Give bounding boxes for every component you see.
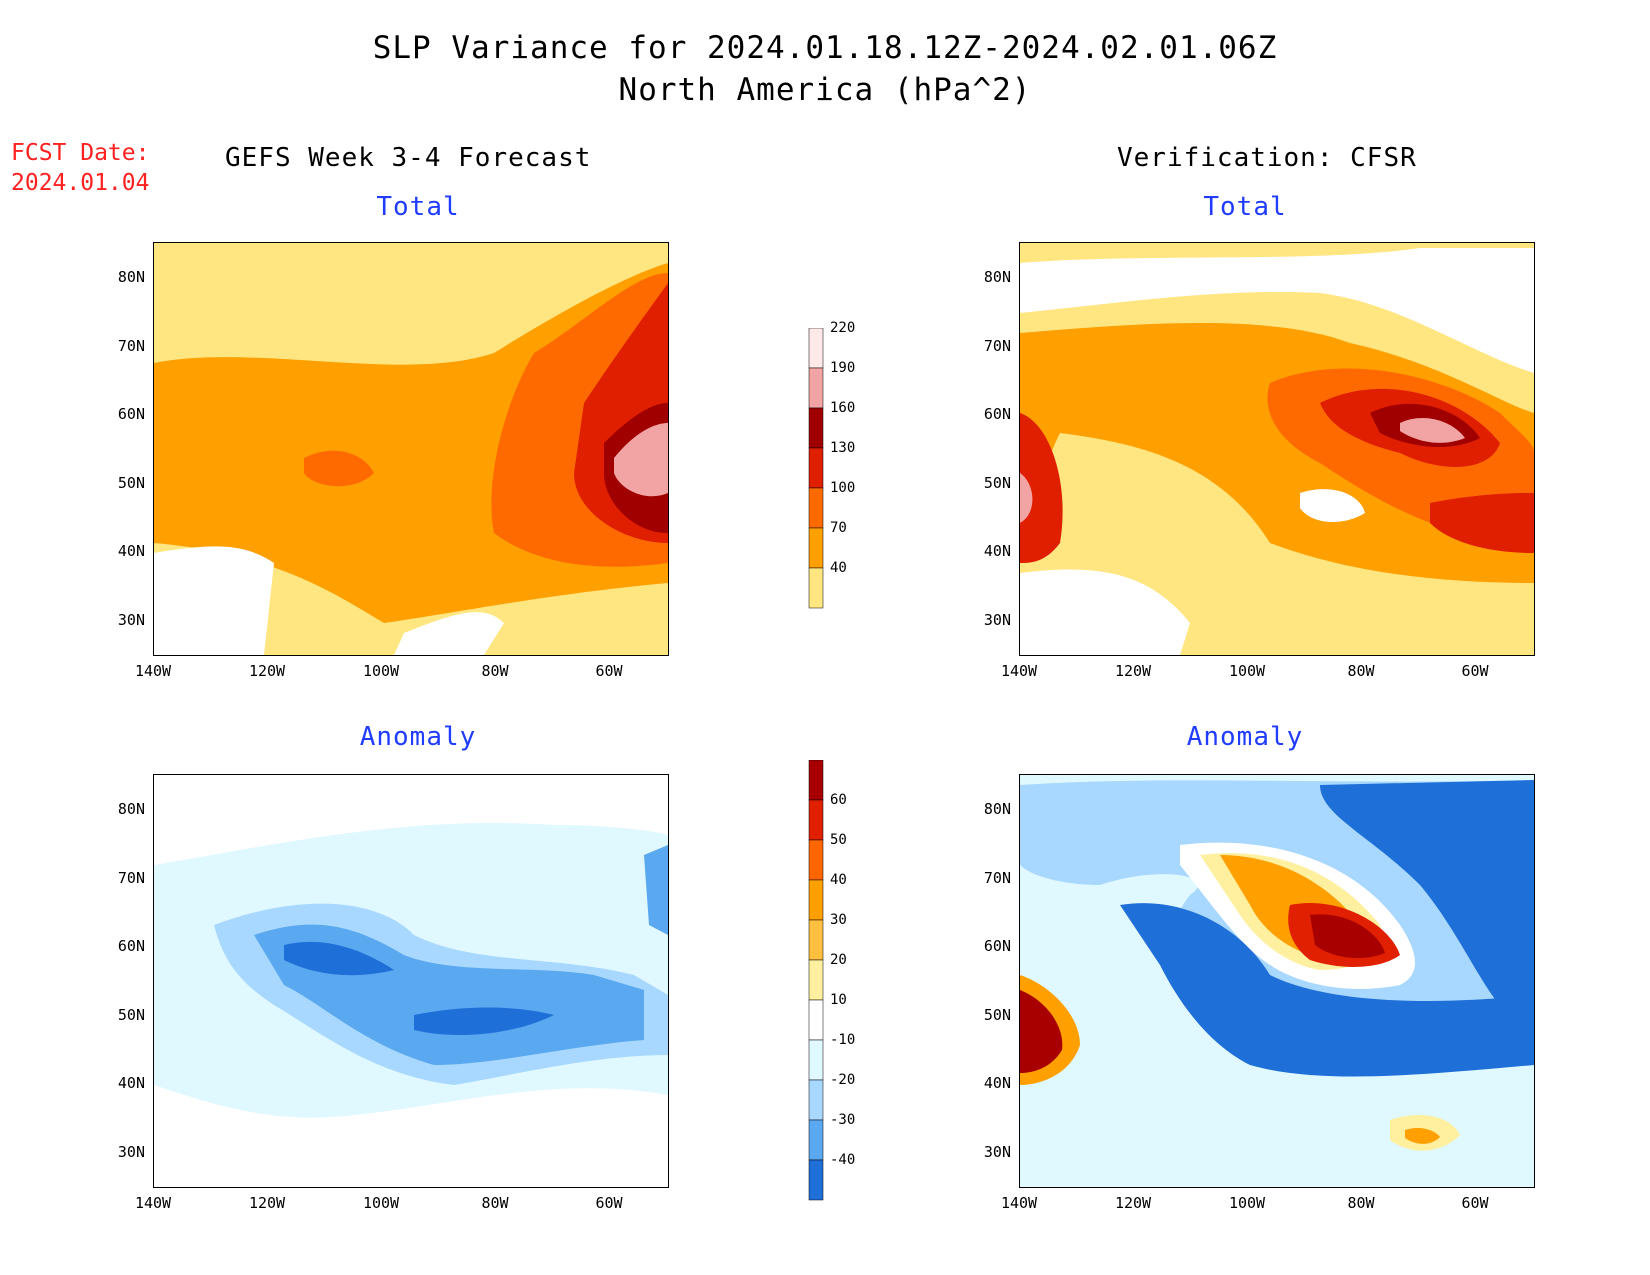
colorbar-label: -40: [830, 1152, 856, 1168]
colorbar-swatch: [808, 839, 824, 881]
colorbar-label: 130: [830, 440, 856, 456]
main-subtitle: North America (hPa^2): [618, 72, 1032, 108]
lon-tick-label: 100W: [1228, 662, 1266, 680]
lat-tick-label: 70N: [117, 868, 145, 887]
colorbar-swatch: [808, 327, 824, 369]
colorbar-label: 50: [830, 832, 847, 848]
lat-tick-label: 40N: [983, 542, 1011, 560]
total-colorbar: [805, 327, 835, 632]
colorbar-swatch: [808, 999, 824, 1041]
colorbar-swatch: [808, 1039, 824, 1081]
colorbar-swatch: [808, 799, 824, 841]
colorbar-swatch: [808, 527, 824, 569]
lat-tick-label: 80N: [983, 268, 1011, 286]
lat-tick-label: 60N: [983, 405, 1011, 423]
colorbar-label: 30: [830, 912, 847, 928]
forecast-total-title: Total: [376, 192, 460, 222]
colorbar-label: 60: [830, 792, 847, 808]
lon-tick-label: 80W: [1347, 1194, 1375, 1212]
main-title: SLP Variance for 2024.01.18.12Z-2024.02.…: [372, 30, 1278, 66]
lon-tick-label: 100W: [362, 1194, 400, 1212]
forecast-date-label: FCST Date:: [11, 140, 150, 166]
colorbar-label: 20: [830, 952, 847, 968]
lat-tick-label: 50N: [983, 1005, 1011, 1024]
verification-anomaly-title: Anomaly: [1186, 722, 1304, 752]
anomaly-colorbar: [805, 759, 835, 1214]
lon-tick-label: 140W: [134, 662, 172, 680]
lat-tick-label: 70N: [983, 336, 1011, 355]
lat-tick-label: 30N: [983, 610, 1011, 629]
colorbar-label: 40: [830, 872, 847, 888]
forecast-anomaly-title: Anomaly: [359, 722, 477, 752]
colorbar-swatch: [808, 1119, 824, 1161]
lat-tick-label: 60N: [117, 405, 145, 423]
colorbar-label: -20: [830, 1072, 856, 1088]
colorbar-label: 40: [830, 560, 847, 576]
lat-tick-label: 40N: [117, 1074, 145, 1092]
colorbar-swatch: [808, 487, 824, 529]
lon-tick-label: 60W: [1461, 1194, 1489, 1212]
lon-tick-label: 100W: [1228, 1194, 1266, 1212]
colorbar-swatch: [808, 759, 824, 801]
lat-tick-label: 50N: [117, 1005, 145, 1024]
lon-tick-label: 120W: [1114, 662, 1152, 680]
lon-tick-label: 80W: [1347, 662, 1375, 680]
verification-total-title: Total: [1203, 192, 1287, 222]
colorbar-swatch: [808, 407, 824, 449]
lon-tick-label: 120W: [248, 1194, 286, 1212]
lon-tick-label: 140W: [1000, 662, 1038, 680]
lon-tick-label: 140W: [1000, 1194, 1038, 1212]
lon-tick-label: 60W: [595, 1194, 623, 1212]
colorbar-label: 190: [830, 360, 856, 376]
lon-tick-label: 100W: [362, 662, 400, 680]
forecast-date-value: 2024.01.04: [11, 170, 150, 196]
lat-tick-label: 30N: [117, 1142, 145, 1161]
colorbar-swatch: [808, 959, 824, 1001]
colorbar-label: -10: [830, 1032, 856, 1048]
lat-tick-label: 80N: [117, 800, 145, 818]
lat-tick-label: 30N: [117, 610, 145, 629]
lon-tick-label: 60W: [595, 662, 623, 680]
lat-tick-label: 50N: [983, 473, 1011, 492]
lon-tick-label: 120W: [1114, 1194, 1152, 1212]
lon-tick-label: 80W: [481, 1194, 509, 1212]
lat-tick-label: 70N: [117, 336, 145, 355]
verification-total-map: [1019, 242, 1535, 656]
lat-tick-label: 70N: [983, 868, 1011, 887]
colorbar-label: 160: [830, 400, 856, 416]
colorbar-swatch: [808, 1079, 824, 1121]
colorbar-label: 10: [830, 992, 847, 1008]
colorbar-swatch: [808, 1159, 824, 1201]
forecast-anomaly-map: [153, 774, 669, 1188]
lat-tick-label: 60N: [983, 937, 1011, 955]
colorbar-label: -30: [830, 1112, 856, 1128]
colorbar-swatch: [808, 567, 824, 609]
colorbar-label: 220: [830, 320, 856, 336]
colorbar-swatch: [808, 919, 824, 961]
colorbar-label: 100: [830, 480, 856, 496]
colorbar-label: 70: [830, 520, 847, 536]
lon-tick-label: 60W: [1461, 662, 1489, 680]
lon-tick-label: 120W: [248, 662, 286, 680]
lat-tick-label: 60N: [117, 937, 145, 955]
lat-tick-label: 50N: [117, 473, 145, 492]
lat-tick-label: 80N: [117, 268, 145, 286]
colorbar-swatch: [808, 879, 824, 921]
lon-tick-label: 140W: [134, 1194, 172, 1212]
forecast-total-map: [153, 242, 669, 656]
lat-tick-label: 40N: [983, 1074, 1011, 1092]
verification-anomaly-map: [1019, 774, 1535, 1188]
lat-tick-label: 80N: [983, 800, 1011, 818]
lon-tick-label: 80W: [481, 662, 509, 680]
left-column-heading: GEFS Week 3-4 Forecast: [225, 143, 592, 173]
lat-tick-label: 40N: [117, 542, 145, 560]
lat-tick-label: 30N: [983, 1142, 1011, 1161]
colorbar-swatch: [808, 367, 824, 409]
colorbar-swatch: [808, 447, 824, 489]
right-column-heading: Verification: CFSR: [1117, 143, 1417, 173]
